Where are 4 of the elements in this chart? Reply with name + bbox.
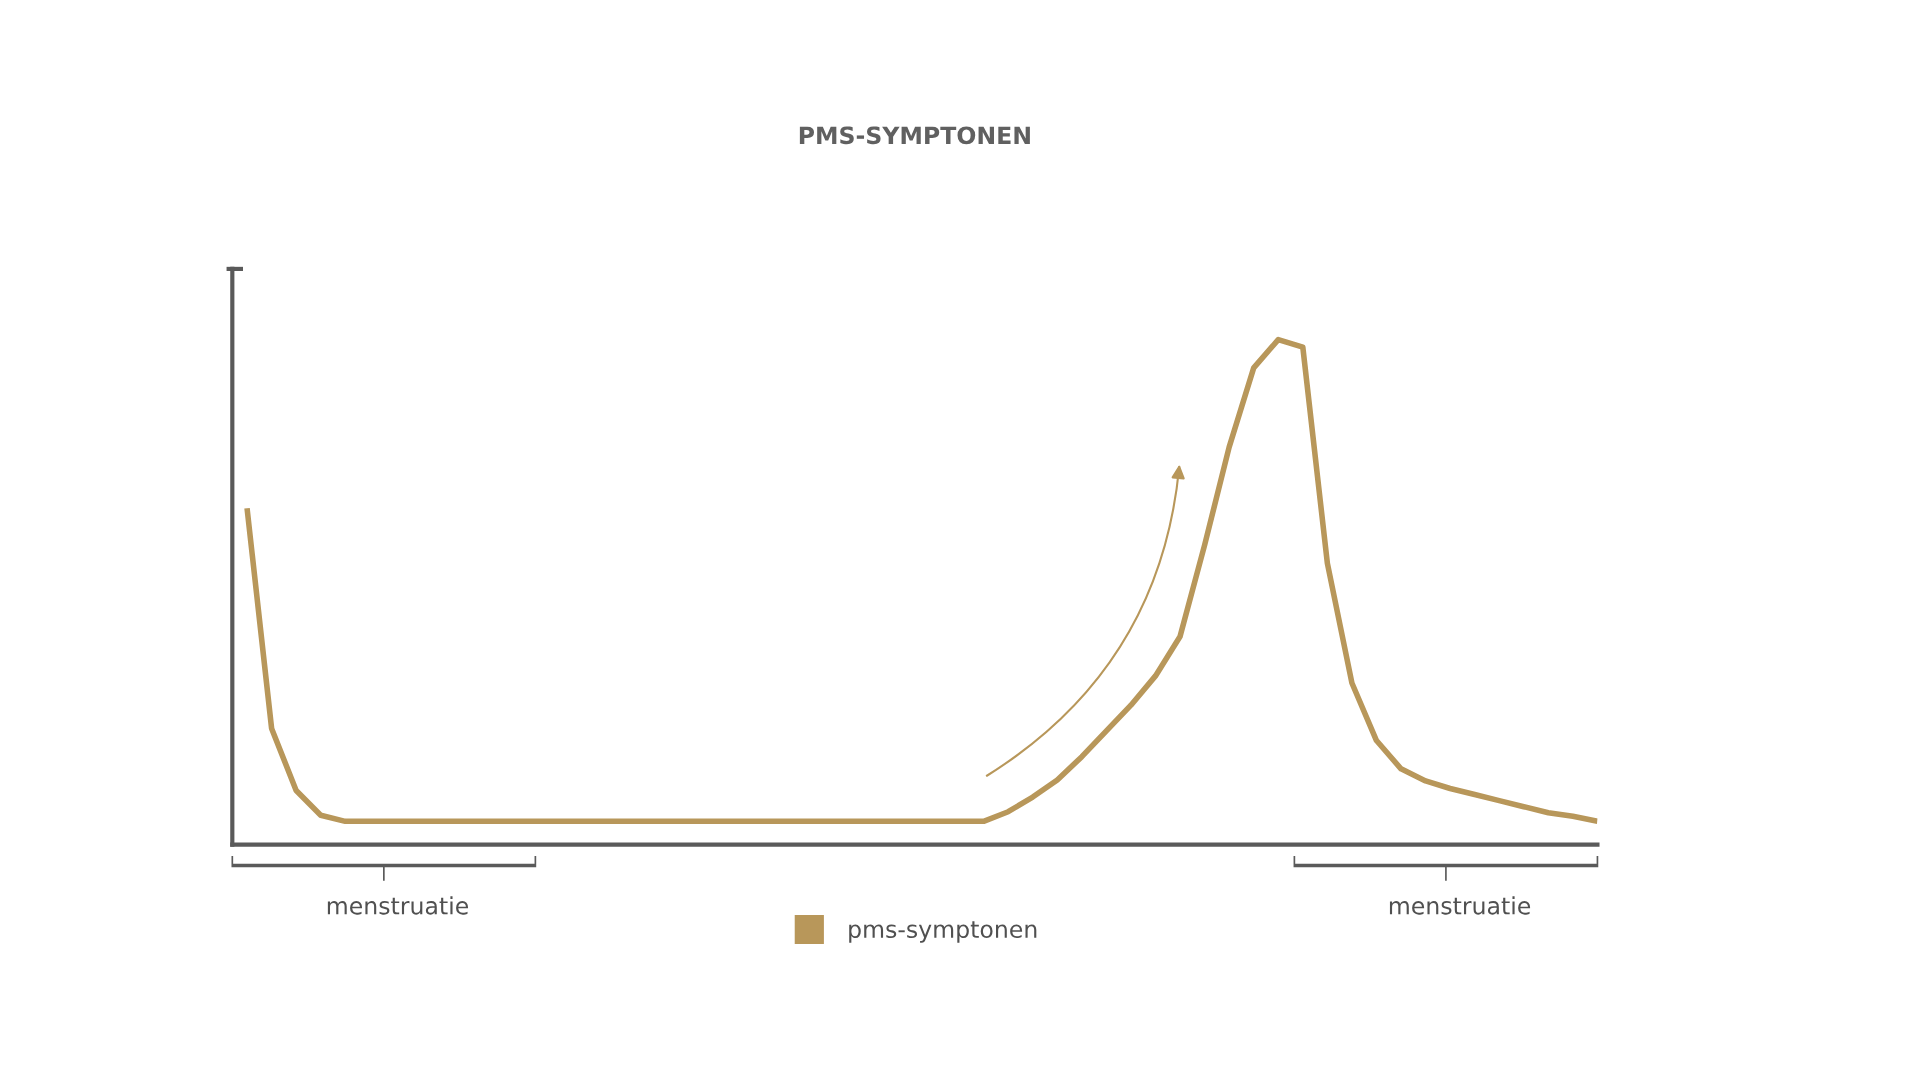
legend-label: pms-symptonen bbox=[849, 921, 1037, 943]
text: menstruatie bbox=[1389, 896, 1531, 915]
chart-title: PMS-SYMPTONEN bbox=[799, 126, 1030, 145]
text: menstruatie bbox=[327, 896, 469, 915]
